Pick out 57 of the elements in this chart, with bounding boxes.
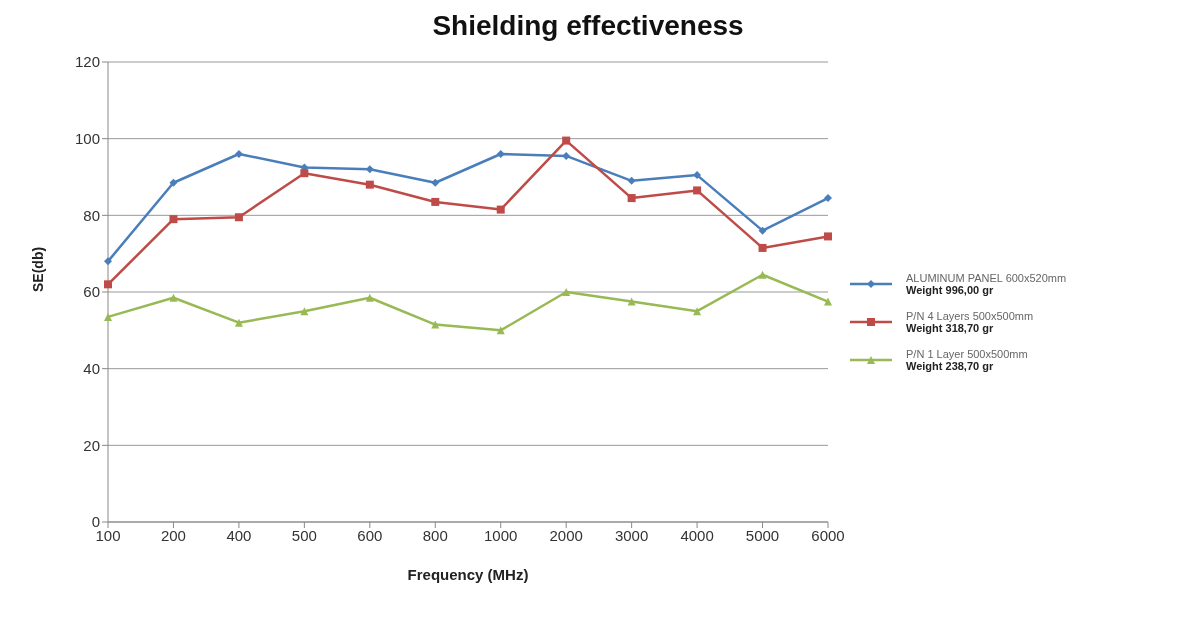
y-tick-label: 40 (83, 359, 100, 377)
point (562, 136, 571, 145)
point (234, 150, 243, 158)
x-tick-label: 4000 (680, 526, 714, 544)
point (234, 318, 243, 327)
y-tick-label: 80 (83, 206, 100, 224)
y-axis-title: SE(db) (29, 246, 46, 292)
point (104, 257, 112, 266)
point (693, 307, 702, 316)
point (562, 151, 571, 160)
legend-label: P/N 4 Layers 500x500mm Weight 318,70 gr (906, 310, 1034, 334)
x-tick-label: 800 (422, 526, 448, 544)
x-tick-label: 2000 (549, 526, 583, 544)
x-axis-title: Frequency (MHz) (407, 566, 529, 583)
point (300, 307, 309, 316)
legend-label: ALUMINUM PANEL 600x520mm Weight 996,00 gr (906, 272, 1067, 296)
x-tick-label: 500 (291, 526, 317, 544)
point (300, 169, 309, 178)
point (169, 215, 178, 224)
point (758, 226, 767, 235)
point (824, 297, 832, 306)
point (496, 205, 505, 214)
point (365, 165, 374, 174)
point (431, 178, 440, 187)
point (824, 194, 832, 203)
point (693, 171, 702, 180)
y-tick-label: 100 (74, 129, 100, 147)
point (104, 280, 112, 289)
point (169, 178, 178, 187)
point (431, 197, 440, 206)
point (365, 293, 374, 302)
x-tick-label: 400 (226, 526, 252, 544)
x-tick-label: 5000 (745, 526, 780, 544)
legend-label: P/N 1 Layer 500x500mm Weight 238,70 gr (906, 348, 1028, 372)
x-tick-label: 1000 (484, 526, 518, 544)
x-tick-label: 3000 (614, 526, 649, 544)
point (431, 320, 440, 329)
point (104, 312, 112, 321)
point (169, 293, 178, 302)
point (496, 150, 505, 158)
point (693, 186, 702, 195)
x-tick-label: 6000 (811, 526, 845, 544)
x-tick-label: 600 (357, 526, 383, 544)
point (234, 213, 243, 222)
point (824, 232, 832, 241)
y-tick-label: 20 (83, 436, 100, 454)
point (627, 176, 636, 185)
point (365, 180, 374, 189)
point (758, 243, 767, 252)
y-tick-label: 60 (83, 283, 100, 301)
point (627, 194, 636, 203)
point (627, 297, 636, 306)
y-tick-label: 120 (74, 53, 100, 71)
chart-title: Shielding effectiveness (431, 10, 745, 42)
point (562, 288, 571, 296)
x-tick-label: 200 (160, 526, 186, 544)
point (758, 270, 767, 279)
